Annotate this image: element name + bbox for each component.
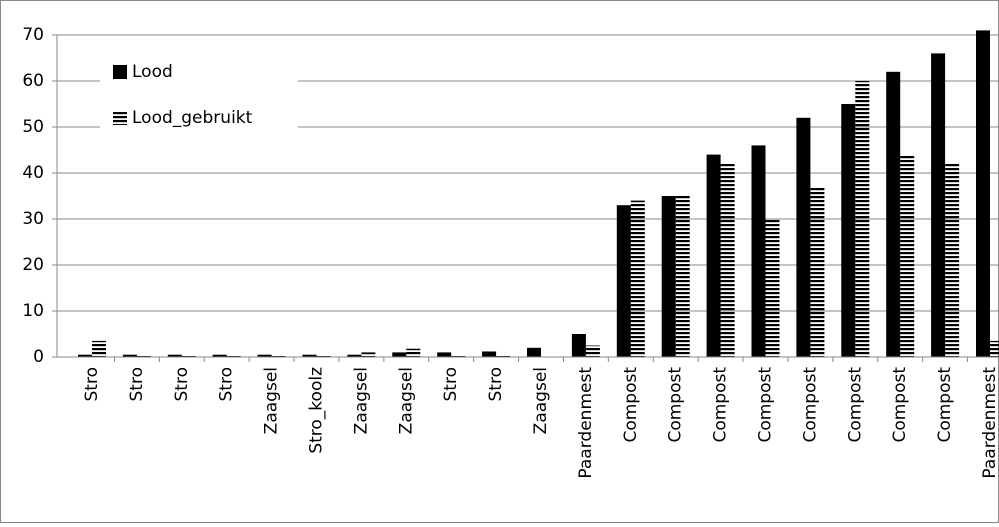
- bar: [92, 340, 106, 357]
- bar: [181, 354, 196, 357]
- bar: [810, 186, 825, 357]
- bar: [855, 81, 870, 357]
- bar: [720, 163, 735, 357]
- bar: [361, 352, 376, 357]
- bar: [78, 354, 92, 357]
- y-tick-label: 0: [33, 347, 44, 367]
- legend-swatch: [113, 65, 127, 79]
- bar: [437, 352, 452, 357]
- x-tick-label: Stro: [172, 367, 192, 401]
- x-tick-label: Zaagsel: [531, 367, 551, 434]
- y-tick-label: 50: [22, 117, 44, 137]
- bar: [167, 354, 182, 357]
- x-tick-label: Zaagsel: [262, 367, 282, 434]
- x-tick-label: Compost: [711, 367, 731, 443]
- bar: [886, 71, 901, 358]
- x-tick-label: Stro: [486, 367, 506, 401]
- bar: [765, 219, 780, 357]
- x-tick-label: Compost: [935, 367, 955, 443]
- y-tick-label: 10: [22, 301, 44, 321]
- bar: [316, 354, 331, 357]
- bar: [976, 30, 990, 358]
- y-tick-label: 60: [22, 71, 44, 91]
- bar: [931, 53, 946, 358]
- x-tick-label: Compost: [890, 367, 910, 443]
- legend-label: Lood_gebruikt: [132, 108, 253, 128]
- bar: [302, 354, 317, 357]
- bar: [226, 354, 241, 357]
- y-tick-label: 20: [22, 255, 44, 275]
- bar: [945, 163, 960, 357]
- bar: [136, 354, 151, 357]
- bar: [841, 104, 856, 357]
- x-tick-label: Zaagsel: [351, 367, 371, 434]
- bar: [706, 154, 721, 357]
- bar: [347, 354, 362, 357]
- y-tick-label: 40: [22, 163, 44, 183]
- x-tick-label: Stro: [217, 367, 237, 401]
- bar: [406, 348, 421, 357]
- bar: [212, 354, 227, 357]
- bar: [496, 354, 511, 357]
- x-tick-label: Stro_koolz: [307, 367, 327, 454]
- bar: [630, 200, 645, 357]
- x-tick-label: Stro: [82, 367, 102, 401]
- bar: [990, 340, 999, 357]
- bar: [900, 154, 915, 357]
- x-tick-label: Compost: [756, 367, 776, 443]
- x-tick-label: Stro: [127, 367, 147, 401]
- x-tick-label: Paardenmest: [576, 367, 596, 479]
- x-tick-label: Compost: [845, 367, 865, 443]
- x-tick-label: Paardenmest: [980, 367, 999, 479]
- x-tick-label: Stro: [441, 367, 461, 401]
- bar: [585, 345, 600, 357]
- bar: [751, 145, 766, 357]
- bar: [451, 354, 466, 357]
- bar: [661, 196, 676, 357]
- bar: [571, 334, 586, 357]
- bar: [675, 196, 690, 357]
- bar: [527, 347, 541, 357]
- x-tick-label: Compost: [800, 367, 820, 443]
- bar: [392, 352, 407, 357]
- x-tick-label: Zaagsel: [396, 367, 416, 434]
- bar: [796, 117, 811, 357]
- bar: [122, 354, 137, 357]
- bar: [257, 354, 272, 357]
- legend-box: [100, 50, 298, 142]
- legend-swatch: [113, 111, 127, 125]
- legend-label: Lood: [132, 62, 173, 82]
- y-tick-label: 70: [22, 25, 44, 45]
- y-tick-label: 30: [22, 209, 44, 229]
- x-tick-label: Compost: [621, 367, 641, 443]
- x-tick-label: Compost: [666, 367, 686, 443]
- bar: [616, 205, 631, 357]
- bar: [482, 351, 497, 357]
- bar: [271, 354, 286, 357]
